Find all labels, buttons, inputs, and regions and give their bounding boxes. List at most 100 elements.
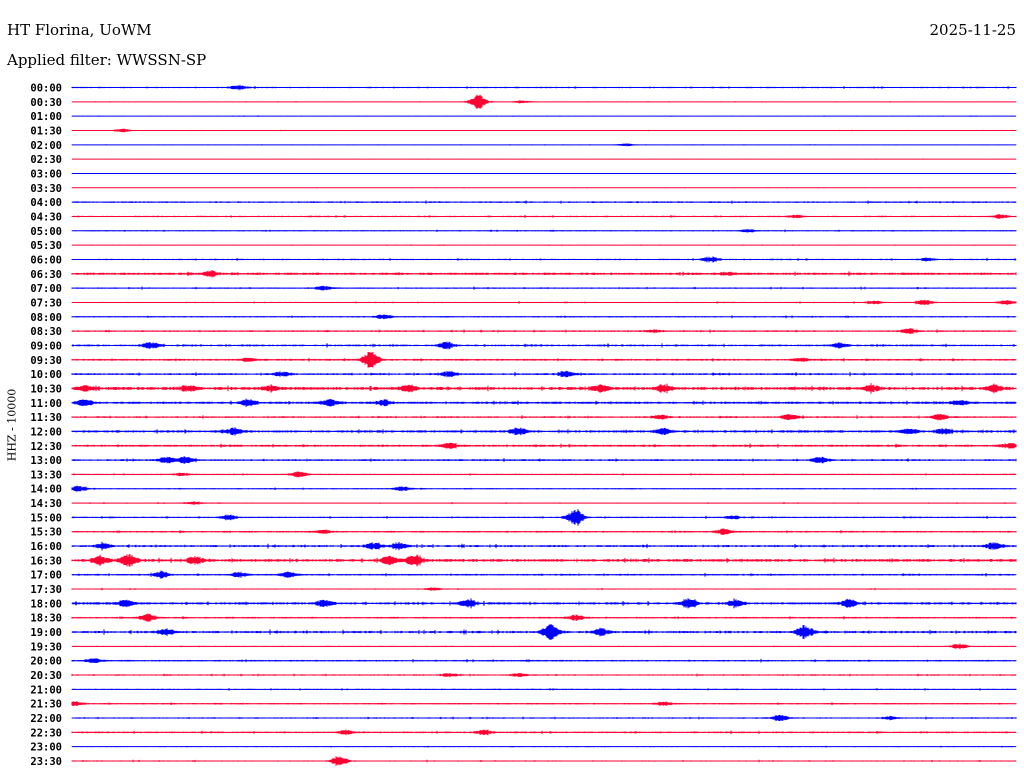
seismic-trace-0300 bbox=[71, 173, 1017, 174]
filter-label: Applied filter: WWSSN-SP bbox=[7, 51, 207, 69]
row-time-label: 16:30 bbox=[30, 555, 62, 567]
seismic-trace-0730 bbox=[71, 299, 1017, 306]
seismic-trace-1330 bbox=[71, 471, 1017, 478]
row-time-label: 19:00 bbox=[30, 627, 62, 639]
row-time-label: 12:30 bbox=[30, 441, 62, 453]
row-time-label: 01:30 bbox=[30, 125, 62, 137]
seismic-trace-2100 bbox=[71, 688, 1017, 691]
seismic-trace-0100 bbox=[71, 115, 1017, 117]
row-time-label: 23:00 bbox=[30, 742, 62, 754]
seismic-trace-1830 bbox=[71, 613, 1017, 622]
seismic-trace-0030 bbox=[71, 94, 1017, 109]
row-time-label: 22:30 bbox=[30, 727, 62, 739]
seismic-trace-1130 bbox=[71, 413, 1017, 421]
row-time-label: 01:00 bbox=[30, 111, 62, 123]
row-time-label: 11:00 bbox=[30, 398, 62, 410]
seismic-trace-0630 bbox=[71, 270, 1017, 278]
seismic-trace-0230 bbox=[71, 158, 1017, 160]
seismic-trace-2300 bbox=[71, 745, 1017, 748]
seismic-trace-0430 bbox=[71, 214, 1017, 219]
seismic-trace-1700 bbox=[71, 570, 1017, 579]
seismic-trace-2030 bbox=[71, 673, 1017, 677]
seismic-trace-2000 bbox=[71, 658, 1017, 663]
row-time-label: 18:00 bbox=[30, 598, 62, 610]
seismic-trace-0930 bbox=[71, 352, 1017, 368]
row-time-label: 13:00 bbox=[30, 455, 62, 467]
seismic-trace-2230 bbox=[71, 729, 1017, 736]
seismic-trace-0830 bbox=[71, 328, 1017, 334]
seismic-trace-2200 bbox=[71, 714, 1017, 722]
seismic-trace-1300 bbox=[71, 456, 1017, 464]
row-time-label: 22:00 bbox=[30, 713, 62, 725]
row-time-label: 00:30 bbox=[30, 97, 62, 109]
row-time-label: 04:30 bbox=[30, 211, 62, 223]
row-time-label: 21:30 bbox=[30, 699, 62, 711]
seismic-trace-1930 bbox=[71, 643, 1017, 650]
row-time-label: 06:00 bbox=[30, 254, 62, 266]
seismic-trace-0330 bbox=[71, 187, 1017, 189]
row-time-label: 06:30 bbox=[30, 269, 62, 281]
row-time-label: 21:00 bbox=[30, 684, 62, 696]
row-time-label: 03:30 bbox=[30, 183, 62, 195]
seismic-trace-0130 bbox=[71, 128, 1017, 133]
seismic-trace-1900 bbox=[71, 624, 1017, 640]
seismic-trace-1630 bbox=[71, 554, 1017, 567]
row-time-label: 19:30 bbox=[30, 641, 62, 653]
row-time-label: 05:00 bbox=[30, 226, 62, 238]
seismic-trace-1000 bbox=[71, 370, 1017, 378]
row-time-label: 20:00 bbox=[30, 656, 62, 668]
row-time-label: 14:30 bbox=[30, 498, 62, 510]
seismic-trace-1600 bbox=[71, 541, 1017, 551]
row-time-label: 16:00 bbox=[30, 541, 62, 553]
row-time-label: 10:00 bbox=[30, 369, 62, 381]
row-time-label: 12:00 bbox=[30, 426, 62, 438]
seismic-trace-0900 bbox=[71, 341, 1017, 350]
seismic-trace-0000 bbox=[71, 84, 1017, 91]
row-time-label: 14:00 bbox=[30, 484, 62, 496]
seismic-trace-1100 bbox=[71, 398, 1017, 407]
row-time-label: 23:30 bbox=[30, 756, 62, 768]
seismic-trace-1030 bbox=[71, 383, 1017, 394]
row-time-label: 20:30 bbox=[30, 670, 62, 682]
seismic-trace-1430 bbox=[71, 501, 1017, 505]
row-time-label: 15:30 bbox=[30, 527, 62, 539]
row-time-label: 08:30 bbox=[30, 326, 62, 338]
seismic-trace-0500 bbox=[71, 229, 1017, 233]
seismic-trace-1200 bbox=[71, 427, 1017, 436]
seismic-trace-0800 bbox=[71, 314, 1017, 320]
row-time-label: 17:30 bbox=[30, 584, 62, 596]
row-time-label: 07:30 bbox=[30, 297, 62, 309]
row-time-label: 09:30 bbox=[30, 355, 62, 367]
row-time-label: 03:00 bbox=[30, 168, 62, 180]
row-time-label: 09:00 bbox=[30, 340, 62, 352]
seismic-trace-2330 bbox=[71, 756, 1017, 766]
seismic-trace-1500 bbox=[71, 509, 1017, 526]
seismic-trace-1230 bbox=[71, 442, 1017, 449]
seismic-trace-1530 bbox=[71, 528, 1017, 535]
row-time-label: 02:00 bbox=[30, 140, 62, 152]
row-time-label: 02:30 bbox=[30, 154, 62, 166]
seismic-trace-0200 bbox=[71, 143, 1017, 147]
row-time-label: 15:00 bbox=[30, 512, 62, 524]
row-time-label: 11:30 bbox=[30, 412, 62, 424]
seismic-trace-1730 bbox=[71, 587, 1017, 591]
row-time-label: 00:00 bbox=[30, 83, 62, 95]
seismic-trace-0700 bbox=[71, 285, 1017, 291]
row-time-label: 13:30 bbox=[30, 469, 62, 481]
date-label: 2025-11-25 bbox=[929, 21, 1016, 39]
seismic-trace-0530 bbox=[71, 244, 1017, 246]
row-time-label: 04:00 bbox=[30, 197, 62, 209]
row-time-label: 10:30 bbox=[30, 383, 62, 395]
seismic-trace-0400 bbox=[71, 200, 1017, 204]
seismic-trace-2130 bbox=[71, 701, 1017, 706]
row-time-label: 07:00 bbox=[30, 283, 62, 295]
row-time-label: 08:00 bbox=[30, 312, 62, 324]
row-time-label: 18:30 bbox=[30, 613, 62, 625]
row-time-label: 05:30 bbox=[30, 240, 62, 252]
seismic-trace-1800 bbox=[71, 598, 1017, 609]
seismic-trace-1400 bbox=[71, 485, 1017, 492]
seismic-trace-0600 bbox=[71, 256, 1017, 263]
station-title: HT Florina, UoWM bbox=[7, 21, 152, 39]
row-time-label: 17:00 bbox=[30, 570, 62, 582]
